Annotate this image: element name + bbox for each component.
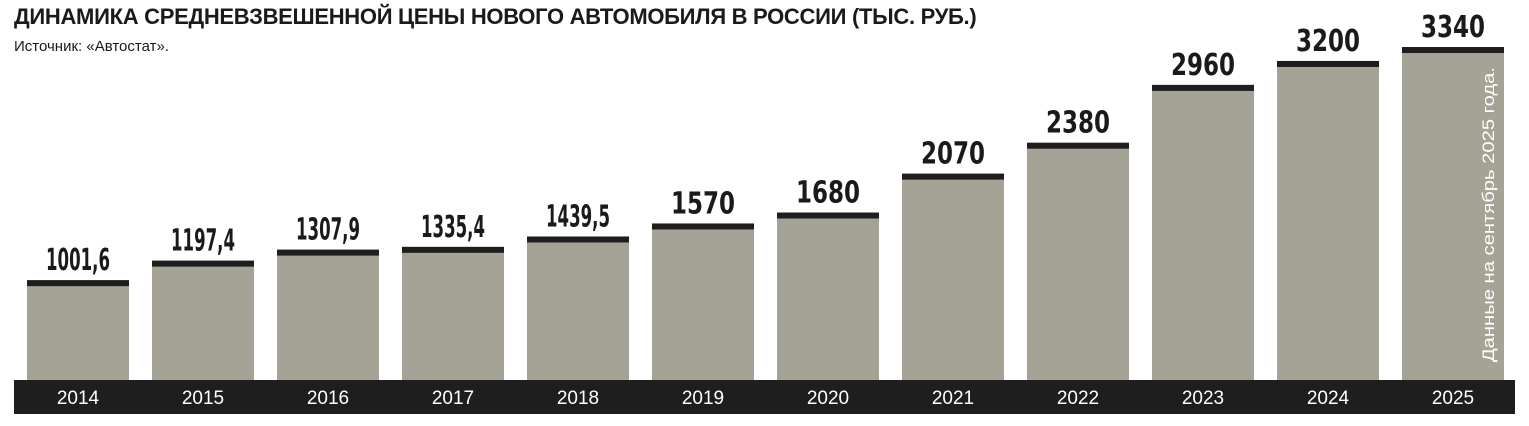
bar-cap-2018: [527, 236, 629, 243]
value-label-2022: 2380: [1046, 106, 1110, 141]
x-tick-label-2016: 2016: [307, 388, 349, 409]
bar-2023: [1152, 84, 1254, 380]
value-label-2015: 1197,4: [171, 224, 235, 259]
bar-2025: [1402, 47, 1504, 380]
bar-cap-2025: [1402, 47, 1504, 53]
x-tick-label-2022: 2022: [1057, 388, 1099, 409]
bar-2019: [652, 223, 754, 380]
value-label-2021: 2070: [921, 137, 985, 172]
value-label-2016: 1307,9: [296, 213, 360, 248]
bar-cap-2015: [152, 260, 254, 267]
bar-cap-2016: [277, 249, 379, 256]
x-tick-label-2020: 2020: [807, 388, 849, 409]
x-tick-label-2023: 2023: [1182, 388, 1224, 409]
x-tick-label-2019: 2019: [682, 388, 724, 409]
bars-group: 1001,6 2014 1197,4 2015 1307,9 2016 1335,4 2017…: [27, 10, 1504, 409]
bar-cap-2017: [402, 246, 504, 253]
bar-2021: [902, 173, 1004, 380]
x-tick-label-2018: 2018: [557, 388, 599, 409]
value-label-2023: 2960: [1171, 48, 1235, 83]
bar-2017: [402, 246, 504, 380]
bar-2014: [27, 280, 129, 380]
bar-2015: [152, 260, 254, 380]
bar-2024: [1277, 60, 1379, 381]
value-label-2020: 1680: [796, 176, 860, 211]
x-tick-label-2024: 2024: [1307, 388, 1350, 409]
value-label-2024: 3200: [1296, 24, 1360, 59]
value-label-2018: 1439,5: [546, 199, 610, 234]
bar-cap-2021: [902, 173, 1004, 180]
value-label-2014: 1001,6: [46, 243, 110, 278]
x-axis-band: [14, 380, 1515, 414]
bar-cap-2022: [1027, 142, 1129, 149]
bar-cap-2023: [1152, 84, 1254, 91]
bar-2022: [1027, 142, 1129, 380]
bar-cap-2014: [27, 280, 129, 287]
x-tick-label-2025: 2025: [1432, 388, 1474, 409]
value-label-2017: 1335,4: [421, 210, 485, 245]
bar-2020: [777, 212, 879, 380]
bar-cap-2020: [777, 212, 879, 219]
x-tick-label-2015: 2015: [182, 388, 224, 409]
chart-source: Источник: «Автостат».: [14, 38, 169, 55]
value-label-2025: 3340: [1421, 10, 1485, 45]
x-tick-label-2017: 2017: [432, 388, 474, 409]
chart-note: Данные на сентябрь 2025 года.: [1479, 67, 1498, 362]
chart-title: ДИНАМИКА СРЕДНЕВЗВЕШЕННОЙ ЦЕНЫ НОВОГО АВ…: [14, 4, 977, 29]
bar-cap-2024: [1277, 60, 1379, 67]
bar-2016: [277, 249, 379, 380]
x-tick-label-2014: 2014: [57, 388, 100, 409]
value-label-2019: 1570: [671, 186, 735, 221]
bar-cap-2019: [652, 223, 754, 230]
x-tick-label-2021: 2021: [932, 388, 974, 409]
bar-2018: [527, 236, 629, 380]
